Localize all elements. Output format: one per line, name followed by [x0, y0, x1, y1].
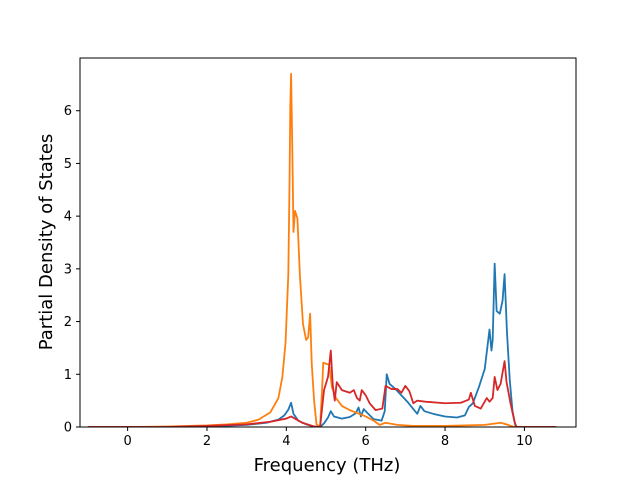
x-tick-label: 8 — [441, 434, 449, 449]
y-tick-label: 5 — [64, 157, 72, 172]
x-axis-ticks: 0 2 4 6 8 10 — [123, 427, 533, 449]
y-tick-label: 4 — [64, 210, 72, 225]
pdos-series-line-2 — [87, 72, 557, 427]
x-tick-label: 10 — [516, 434, 533, 449]
x-tick-label: 6 — [362, 434, 370, 449]
y-tick-label: 3 — [64, 262, 72, 277]
x-tick-label: 0 — [123, 434, 131, 449]
y-tick-label: 6 — [64, 104, 72, 119]
pdos-series-line-1 — [87, 262, 557, 427]
pdos-series-line-3 — [87, 349, 557, 427]
y-tick-label: 0 — [64, 421, 72, 436]
y-tick-label: 2 — [64, 315, 72, 330]
x-tick-label: 4 — [282, 434, 290, 449]
x-tick-label: 2 — [203, 434, 211, 449]
x-axis-label: Frequency (THz) — [254, 455, 401, 476]
y-axis-ticks: 0 1 2 3 4 5 6 — [64, 104, 80, 436]
y-tick-label: 1 — [64, 368, 72, 383]
plot-area — [87, 72, 557, 427]
y-axis-label: Partial Density of States — [36, 134, 57, 351]
plot-frame — [79, 57, 577, 428]
